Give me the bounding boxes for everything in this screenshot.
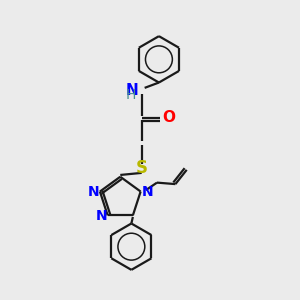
Text: N: N [125, 83, 138, 98]
Text: H: H [125, 88, 136, 102]
Text: S: S [136, 159, 148, 177]
Text: O: O [163, 110, 176, 125]
Text: N: N [88, 184, 99, 199]
Text: N: N [95, 209, 107, 223]
Text: N: N [141, 184, 153, 199]
